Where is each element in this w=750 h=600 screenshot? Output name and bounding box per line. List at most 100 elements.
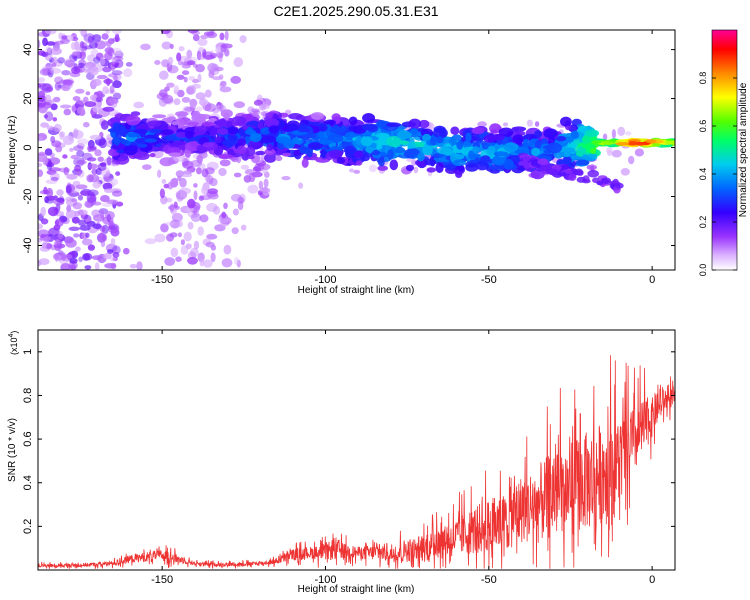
heatmap-blob [76, 99, 87, 105]
heatmap-blob [408, 118, 422, 129]
heatmap-blob [230, 193, 242, 202]
heatmap-blob [187, 198, 196, 209]
heatmap-blob [286, 123, 299, 132]
heatmap-blob [50, 47, 62, 55]
heatmap-blob [99, 226, 106, 232]
heatmap-blob [69, 147, 74, 152]
heatmap-blob [387, 149, 394, 160]
heatmap-blob [186, 121, 200, 126]
heatmap-blob [59, 131, 64, 140]
heatmap-blob [248, 172, 256, 183]
heatmap-blob [85, 201, 92, 208]
heatmap-blob [112, 256, 118, 262]
heatmap-blob [262, 169, 269, 175]
heatmap-blob [221, 211, 227, 219]
heatmap-blob [97, 156, 104, 162]
colorbar-tick-label: 0.6 [698, 120, 708, 133]
heatmap-blob [126, 132, 140, 138]
heatmap-blob [72, 96, 81, 102]
heatmap-blob [584, 129, 600, 137]
heatmap-blob [114, 50, 124, 59]
heatmap-blob [57, 57, 65, 64]
heatmap-blob [236, 138, 247, 147]
heatmap-blob [65, 254, 73, 259]
heatmap-blob [198, 98, 209, 106]
heatmap-blob [478, 162, 489, 167]
heatmap-blob [45, 243, 52, 250]
heatmap-blob [40, 122, 49, 128]
heatmap-blob [511, 126, 527, 132]
heatmap-blob [430, 136, 437, 146]
heatmap-blob [171, 121, 180, 126]
heatmap-blob [569, 142, 577, 150]
heatmap-blob [175, 111, 189, 117]
heatmap-blob [157, 169, 162, 178]
heatmap-blob [617, 126, 626, 136]
heatmap-blob [257, 190, 263, 196]
heatmap-blob [204, 103, 217, 112]
heatmap-blob [389, 159, 399, 171]
heatmap-blob [93, 56, 101, 64]
heatmap-blob [45, 41, 56, 46]
heatmap-blob [220, 109, 233, 118]
heatmap-blob [436, 136, 444, 144]
heatmap-blob [166, 233, 174, 242]
heatmap-blob [111, 70, 123, 76]
heatmap-blob [104, 211, 115, 220]
heatmap-blob [97, 162, 107, 171]
heatmap-blob [63, 57, 76, 67]
heatmap-blob [193, 183, 198, 188]
heatmap-blob [111, 190, 123, 197]
colorbar-tick-label: 0.0 [698, 264, 708, 277]
heatmap-blob [185, 243, 192, 250]
heatmap-blob [244, 169, 255, 175]
heatmap-blob [73, 62, 78, 73]
heatmap-blob [112, 92, 122, 100]
heatmap-blob [188, 75, 196, 81]
heatmap-blob [173, 98, 181, 106]
heatmap-blob [63, 108, 72, 116]
heatmap-blob [264, 153, 277, 163]
heatmap-blob [113, 136, 121, 146]
heatmap-blob [102, 66, 112, 73]
heatmap-blob [79, 51, 86, 60]
heatmap-blob [371, 149, 381, 156]
heatmap-blob [110, 98, 118, 109]
heatmap-blob [405, 164, 415, 172]
heatmap-blob [275, 155, 283, 162]
heatmap-blob [247, 106, 255, 114]
heatmap-blob [167, 56, 174, 65]
heatmap-blob [100, 195, 110, 203]
y-tick-label: 0 [22, 144, 34, 150]
chart-title: C2E1.2025.290.05.31.E31 [273, 3, 438, 19]
heatmap-blob [78, 209, 84, 216]
heatmap-blob [406, 158, 414, 162]
heatmap-x-axis: -150 -100 -50 0 [151, 30, 655, 286]
heatmap-blob [169, 43, 174, 50]
heatmap-blob [480, 155, 491, 163]
heatmap-blob [377, 136, 390, 147]
heatmap-blob [73, 145, 84, 152]
snr-scale-prefix: (x10 [9, 337, 19, 355]
heatmap-blob [177, 175, 182, 182]
heatmap-blob [38, 223, 43, 230]
heatmap-blob [205, 241, 215, 248]
heatmap-blob [615, 182, 624, 189]
heatmap-blob [399, 132, 412, 138]
heatmap-blob [611, 149, 622, 158]
heatmap-blob [164, 86, 170, 92]
snr-y-axis: 0.2 0.4 0.6 0.8 1 [22, 349, 675, 534]
heatmap-blob [60, 262, 71, 270]
heatmap-blob [73, 157, 85, 167]
heatmap-blob [161, 41, 172, 50]
heatmap-blob [46, 125, 54, 131]
y-tick-label: 1 [22, 349, 34, 355]
heatmap-blob [71, 66, 81, 75]
heatmap-blob [493, 151, 509, 157]
heatmap-blob [512, 134, 524, 144]
heatmap-blob [556, 135, 567, 142]
heatmap-blob [134, 152, 150, 160]
heatmap-blob [65, 196, 76, 202]
heatmap-blob [298, 182, 304, 189]
heatmap-blob [244, 146, 256, 157]
